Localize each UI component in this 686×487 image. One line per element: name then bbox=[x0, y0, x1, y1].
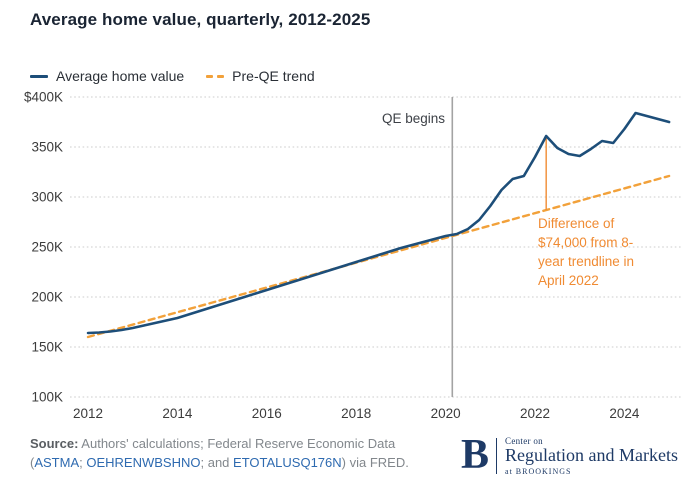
x-tick-label: 2016 bbox=[252, 406, 282, 421]
y-tick-label: $400K bbox=[24, 90, 63, 105]
x-tick-label: 2018 bbox=[341, 406, 371, 421]
legend-swatch-home-value bbox=[30, 74, 48, 78]
x-tick-label: 2020 bbox=[431, 406, 461, 421]
legend-label-pre-qe-trend: Pre-QE trend bbox=[232, 68, 315, 84]
home-value-chart: $400K 350K 300K 250K 200K 150K 100K 2012 2014 201… bbox=[24, 90, 681, 421]
chart-title: Average home value, quarterly, 2012-2025 bbox=[30, 10, 371, 29]
legend-item-home-value: Average home value bbox=[30, 68, 184, 84]
logo-center-on: Center on bbox=[505, 436, 543, 446]
source-text-1: Authors' calculations; Federal Reserve E… bbox=[78, 436, 396, 451]
source-link-etotalusq176n[interactable]: ETOTALUSQ176N bbox=[233, 455, 342, 470]
home-value-line bbox=[86, 111, 671, 335]
y-tick-label: 200K bbox=[31, 290, 63, 305]
source-note: Source: Authors' calculations; Federal R… bbox=[30, 434, 409, 472]
x-tick-label: 2024 bbox=[609, 406, 640, 421]
qe-begins-label: QE begins bbox=[381, 111, 445, 126]
source-link-oehrenwbshno[interactable]: OEHRENWBSHNO bbox=[86, 455, 201, 470]
source-label: Source: bbox=[30, 436, 79, 451]
footer: Source: Authors' calculations; Federal R… bbox=[30, 434, 678, 476]
y-tick-label: 300K bbox=[31, 190, 63, 205]
y-tick-label: 100K bbox=[31, 390, 63, 405]
legend-label-home-value: Average home value bbox=[56, 68, 185, 84]
source-link-astma[interactable]: ASTMA bbox=[34, 455, 80, 470]
legend: Average home value Pre-QE trend bbox=[30, 68, 315, 84]
source-text-2: ) via FRED. bbox=[341, 455, 409, 470]
annotation-line-4: April 2022 bbox=[538, 273, 599, 288]
logo-at-brookings: at BROOKINGS bbox=[505, 466, 572, 476]
annotation-line-1: Difference of bbox=[538, 216, 615, 231]
legend-item-pre-qe-trend: Pre-QE trend bbox=[206, 68, 315, 84]
x-tick-label: 2022 bbox=[520, 406, 550, 421]
paren-open: ( bbox=[30, 455, 35, 470]
legend-swatch-pre-qe-trend bbox=[206, 74, 225, 78]
brookings-b-mark: B bbox=[461, 432, 490, 479]
logo-regulation-and-markets: Regulation and Markets bbox=[505, 445, 678, 465]
source-sep-2: ; and bbox=[200, 455, 234, 470]
logo-divider bbox=[496, 437, 498, 474]
y-tick-label: 350K bbox=[31, 140, 63, 155]
y-tick-label: 150K bbox=[31, 340, 63, 355]
x-tick-label: 2012 bbox=[73, 406, 103, 421]
brookings-logo: B Center on Regulation and Markets at BR… bbox=[461, 432, 678, 479]
pre-qe-trend-line bbox=[86, 174, 671, 339]
annotation-line-3: year trendline in bbox=[538, 254, 635, 269]
y-tick-label: 250K bbox=[31, 240, 63, 255]
annotation-line-2: $74,000 from 8- bbox=[538, 235, 634, 250]
source-sep-1: ; bbox=[79, 455, 87, 470]
x-tick-label: 2014 bbox=[162, 406, 193, 421]
difference-annotation: Difference of $74,000 from 8- year trend… bbox=[538, 214, 660, 290]
